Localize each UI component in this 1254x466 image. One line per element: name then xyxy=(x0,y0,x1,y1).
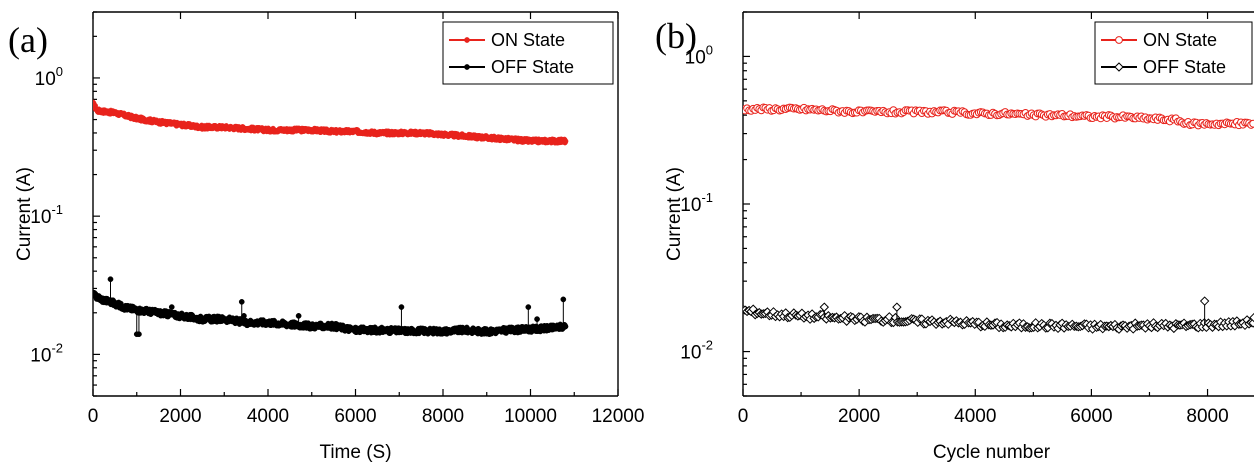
panel-a: 0 2000 4000 6000 8000 10000 12000 100 10-1 10-2 Ti… xyxy=(8,11,645,463)
x-axis-title: Cycle number xyxy=(933,442,1051,463)
x-axis-title: Time (S) xyxy=(319,442,391,463)
spike-point xyxy=(107,276,114,283)
plot-area xyxy=(743,103,1254,334)
y-tick-label: 100 xyxy=(685,42,713,68)
panel-label: (b) xyxy=(655,16,697,56)
spike-point xyxy=(136,331,142,338)
series-on-state xyxy=(93,99,569,146)
legend-label: OFF State xyxy=(1143,57,1226,77)
spike-point xyxy=(892,302,902,312)
x-tick-label: 10000 xyxy=(504,406,557,427)
x-tick-label: 8000 xyxy=(422,406,464,427)
series-off-state xyxy=(743,296,1254,334)
legend-label: ON State xyxy=(1143,30,1217,50)
panel-b: 0 2000 4000 6000 8000 100 10-1 10-2 Cycle number… xyxy=(655,11,1254,463)
data-point xyxy=(562,323,569,330)
legend-marker xyxy=(464,64,470,70)
spike-point xyxy=(525,304,532,310)
spike-point xyxy=(534,316,540,322)
y-tick-label: 100 xyxy=(35,64,63,90)
y-axis-title: Current (A) xyxy=(14,167,35,261)
spike-point xyxy=(819,302,830,312)
data-point xyxy=(1249,119,1254,128)
spike-point xyxy=(1249,312,1254,323)
legend-marker xyxy=(464,37,470,43)
spike-point xyxy=(168,304,175,310)
legend: ON State OFF State xyxy=(442,21,614,85)
x-tick-label: 6000 xyxy=(1070,406,1112,427)
legend: ON State OFF State xyxy=(1094,21,1253,85)
spike-point xyxy=(241,313,247,319)
x-tick-label: 2000 xyxy=(838,406,880,427)
x-tick-label: 6000 xyxy=(334,406,376,427)
spike-point xyxy=(1199,296,1210,306)
x-tick-label: 4000 xyxy=(954,406,996,427)
spike-point xyxy=(398,304,405,310)
y-tick-label: 10-2 xyxy=(680,338,713,364)
x-tick-label: 0 xyxy=(738,406,749,427)
y-tick-label: 10-1 xyxy=(680,190,713,216)
y-axis-title: Current (A) xyxy=(664,167,685,261)
series-on-state xyxy=(743,103,1254,130)
spike-point xyxy=(238,298,245,305)
series-off-state xyxy=(93,276,569,338)
spike-point xyxy=(295,313,302,319)
y-tick-label: 10-2 xyxy=(30,340,63,366)
data-point xyxy=(562,138,569,145)
legend-label: ON State xyxy=(491,30,565,50)
plot-area xyxy=(93,99,569,338)
legend-marker xyxy=(1114,62,1124,72)
legend-label: OFF State xyxy=(491,57,574,77)
legend-box xyxy=(1094,21,1253,85)
x-tick-label: 12000 xyxy=(592,406,645,427)
x-tick-label: 8000 xyxy=(1186,406,1228,427)
y-tick-label: 10-1 xyxy=(30,202,63,228)
legend-box xyxy=(442,21,614,85)
legend-marker xyxy=(1115,36,1123,44)
x-tick-label: 2000 xyxy=(159,406,201,427)
x-tick-label: 4000 xyxy=(247,406,289,427)
x-tick-label: 0 xyxy=(88,406,99,427)
spike-point xyxy=(560,296,567,303)
panel-label: (a) xyxy=(8,20,48,60)
